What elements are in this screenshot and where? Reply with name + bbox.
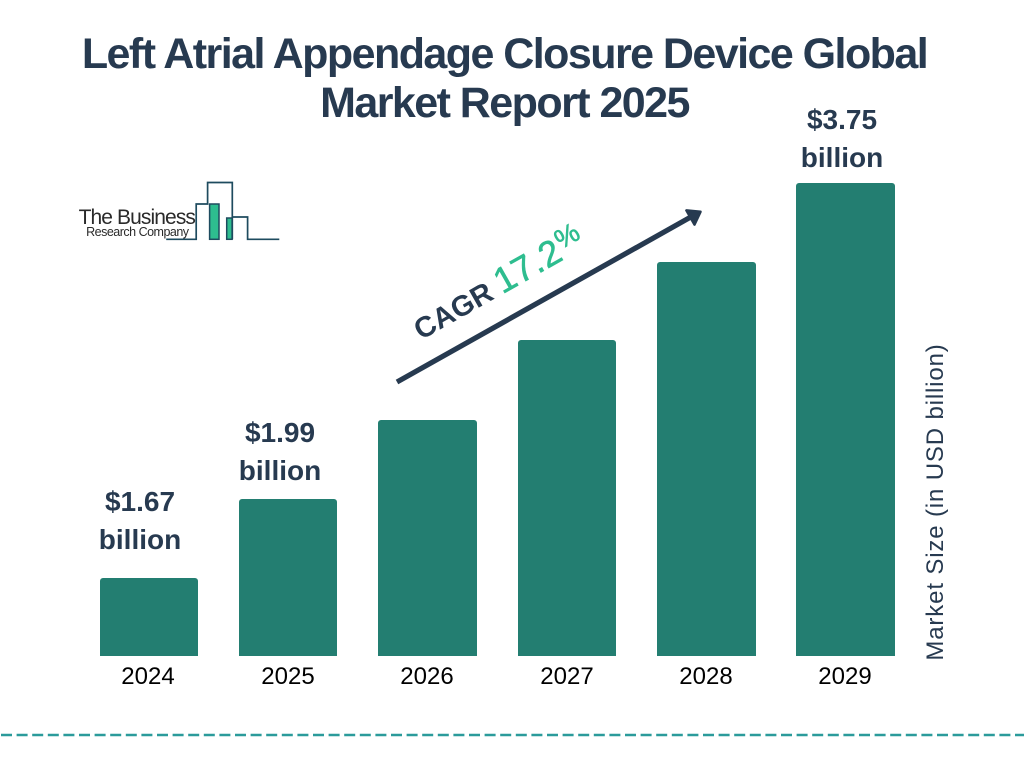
- cagr-arrow-head: [685, 209, 702, 226]
- value-label-2029: $3.75 billion: [801, 101, 883, 177]
- x-label-2024: 2024: [121, 663, 175, 690]
- value-label-2025-unit: billion: [238, 455, 322, 486]
- bar-2028: [657, 262, 756, 656]
- value-label-2025-amount: $1.99: [244, 417, 316, 448]
- value-label-2025: $1.99 billion: [239, 414, 321, 490]
- title-line-2: Market Report 2025: [320, 79, 690, 127]
- x-label-2027: 2027: [540, 663, 594, 690]
- logo-name: The Business: [79, 206, 196, 229]
- value-label-2029-unit: billion: [800, 142, 884, 173]
- value-label-2029-amount: $3.75: [806, 104, 878, 135]
- cagr-arrow-shaft: [395, 214, 693, 385]
- logo-green-bar-large: [208, 203, 220, 241]
- logo-graphic: The Business Research Company: [79, 181, 280, 241]
- x-label-2026: 2026: [400, 663, 454, 690]
- company-logo: The Business Research Company: [70, 176, 285, 251]
- logo-green-bar-small: [225, 217, 233, 241]
- title-line-1: Left Atrial Appendage Closure Device Glo…: [81, 30, 929, 78]
- logo-subname: Research Company: [86, 225, 190, 239]
- logo-skyline-icon: [166, 181, 280, 241]
- bar-2024: [100, 578, 198, 656]
- x-label-2029: 2029: [818, 663, 872, 690]
- bar-2025: [239, 499, 337, 656]
- bar-2026: [378, 420, 477, 656]
- value-label-2024: $1.67 billion: [99, 483, 181, 559]
- value-label-2024-amount: $1.67: [104, 486, 176, 517]
- value-label-2024-unit: billion: [98, 524, 182, 555]
- x-label-2025: 2025: [261, 663, 315, 690]
- y-axis-label: Market Size (in USD billion): [922, 343, 949, 661]
- x-label-2028: 2028: [679, 663, 733, 690]
- bar-2029: [796, 183, 895, 656]
- bar-2027: [518, 340, 616, 656]
- page-title: Left Atrial Appendage Closure Device Glo…: [0, 30, 1009, 128]
